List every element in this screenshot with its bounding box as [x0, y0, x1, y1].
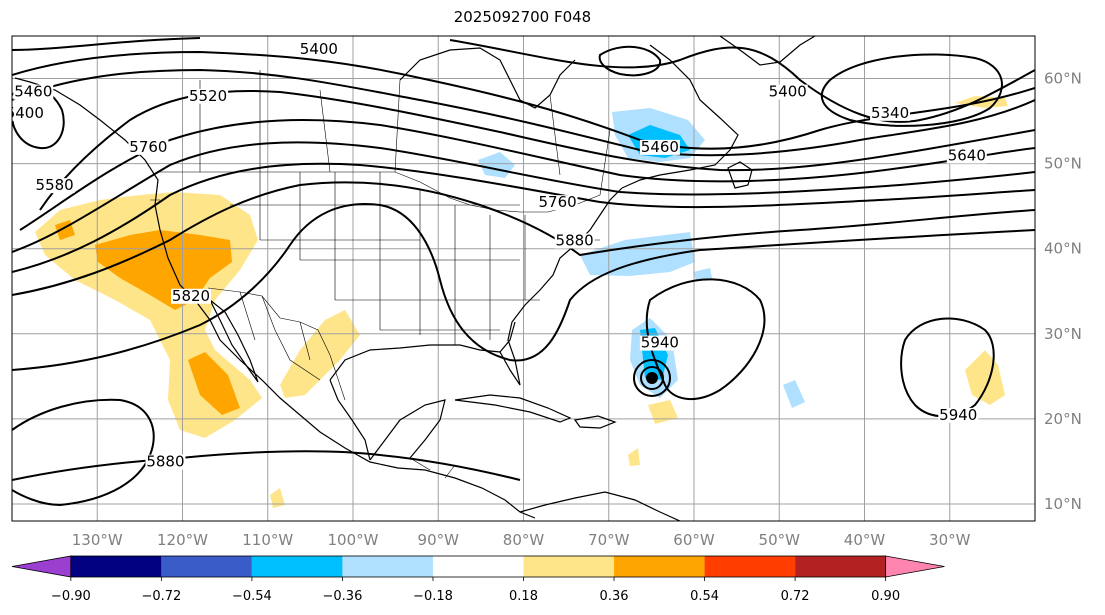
contour-label: 5460 [14, 83, 52, 101]
contour-label: 5400 [6, 104, 44, 122]
colorbar-label: 0.90 [871, 589, 900, 604]
colorbar-swatch [71, 556, 162, 577]
longitude-label: 60°W [673, 531, 715, 549]
colorbar-label: 0.72 [781, 589, 810, 604]
contour-label: 5760 [129, 138, 167, 156]
latitude-label: 50°N [1044, 155, 1082, 173]
longitude-label: 40°W [844, 531, 886, 549]
longitude-label: 100°W [328, 531, 379, 549]
colorbar: −0.90 −0.72 −0.54 −0.36 −0.18 0.18 0.36 0.54 0.7… [12, 556, 944, 604]
contour-label: 5400 [769, 83, 807, 101]
longitude-label: 50°W [759, 531, 801, 549]
colorbar-extend-low [12, 556, 71, 577]
colorbar-swatch [705, 556, 796, 577]
colorbar-label: −0.18 [413, 589, 453, 604]
latitude-tick-labels: 60°N 50°N 40°N 30°N 20°N 10°N [1044, 70, 1082, 513]
contour-label: 5820 [172, 287, 210, 305]
longitude-label: 80°W [503, 531, 545, 549]
latitude-label: 60°N [1044, 70, 1082, 88]
map-area: 5400 5520 5760 5580 5820 5460 5400 5460 5400 5340… [5, 36, 1035, 521]
latitude-label: 30°N [1044, 325, 1082, 343]
longitude-label: 30°W [929, 531, 971, 549]
colorbar-swatch [524, 556, 615, 577]
colorbar-swatch [342, 556, 433, 577]
contour-label: 5880 [556, 231, 594, 249]
longitude-tick-labels: 130°W 120°W 110°W 100°W 90°W 80°W 70°W 60°W 50°W… [72, 531, 971, 549]
contour-label: 5940 [641, 334, 679, 352]
colorbar-label: 0.36 [600, 589, 629, 604]
colorbar-swatch [161, 556, 252, 577]
colorbar-extend-high [886, 556, 945, 577]
longitude-label: 70°W [588, 531, 630, 549]
contour-label: 5460 [641, 138, 679, 156]
colorbar-label: −0.72 [141, 589, 181, 604]
longitude-label: 130°W [72, 531, 123, 549]
contour-label: 5640 [948, 146, 986, 164]
colorbar-label: 0.18 [509, 589, 538, 604]
colorbar-label: −0.90 [51, 589, 91, 604]
colorbar-label: 0.54 [690, 589, 719, 604]
colorbar-swatch [795, 556, 886, 577]
latitude-label: 20°N [1044, 410, 1082, 428]
colorbar-swatch [614, 556, 705, 577]
longitude-label: 90°W [418, 531, 460, 549]
colorbar-swatch [252, 556, 343, 577]
latitude-label: 10°N [1044, 495, 1082, 513]
colorbar-swatch [433, 556, 524, 577]
contour-label: 5340 [871, 104, 909, 122]
colorbar-label: −0.54 [232, 589, 272, 604]
contour-label: 5520 [189, 87, 227, 105]
contour-label: 5940 [939, 406, 977, 424]
latitude-label: 40°N [1044, 240, 1082, 258]
colorbar-label: −0.36 [323, 589, 363, 604]
longitude-label: 120°W [157, 531, 208, 549]
longitude-label: 110°W [242, 531, 293, 549]
contour-label: 5880 [146, 453, 184, 471]
contour-label: 5760 [539, 193, 577, 211]
contour-label: 5580 [36, 176, 74, 194]
contour-label: 5400 [300, 40, 338, 58]
